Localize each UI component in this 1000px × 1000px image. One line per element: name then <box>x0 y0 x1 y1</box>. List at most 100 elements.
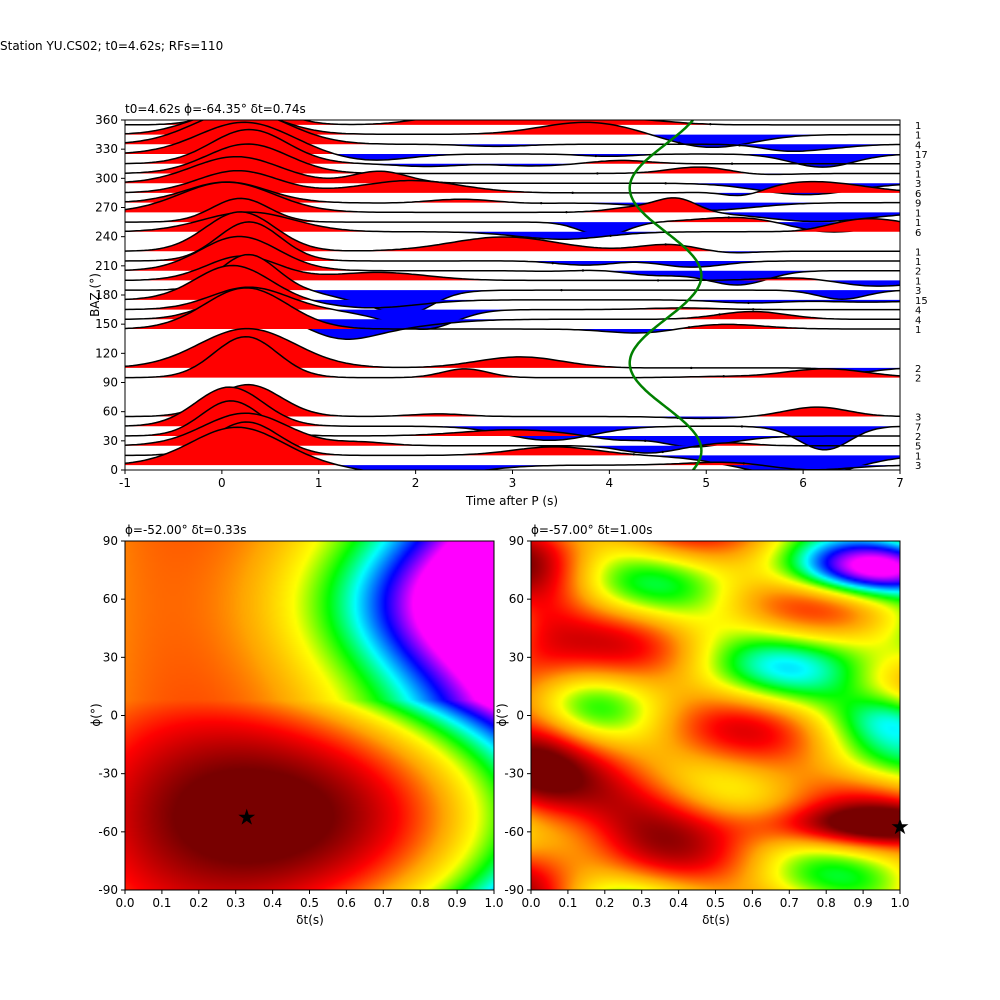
rf-positive-fill <box>125 120 900 145</box>
left-x-tick-label: 0.0 <box>115 896 134 910</box>
right-x-axis-label: δt(s) <box>702 913 730 927</box>
rf-trace-line <box>125 128 900 168</box>
rf-count-label: 3 <box>915 286 921 297</box>
right-x-tick-label: 0.2 <box>595 896 614 910</box>
right-y-tick-label: 90 <box>509 534 524 548</box>
left-y-tick-label: -30 <box>98 767 118 781</box>
rf-trace-line <box>125 253 900 316</box>
rf-count-label: 4 <box>915 306 921 317</box>
rf-count-label: 1 <box>915 257 921 268</box>
rf-count-label: 6 <box>915 228 921 239</box>
rf-negative-fill <box>125 270 900 285</box>
rf-traces-group <box>125 120 900 470</box>
rf-y-tick-label: 120 <box>95 346 118 360</box>
rf-x-tick-label: 0 <box>218 476 226 490</box>
rf-count-label: 1 <box>915 169 921 180</box>
right-y-tick-label: 60 <box>509 592 524 606</box>
rf-pick-marker <box>740 425 744 428</box>
rf-trace-line <box>125 121 900 168</box>
right-x-ticks: 0.0 0.1 0.2 0.3 0.4 0.5 0.6 0.7 0.8 0.9 1.0 <box>521 890 910 910</box>
left-x-tick-label: 0.8 <box>411 896 430 910</box>
rf-pick-marker <box>609 234 612 238</box>
right-best-fit-star: ★ <box>890 815 910 840</box>
rf-pick-marker <box>594 154 598 158</box>
left-best-fit-star: ★ <box>237 805 257 830</box>
rf-pick-marker <box>571 191 574 195</box>
rf-y-tick-label: 300 <box>95 171 118 185</box>
rf-negative-fill <box>125 455 900 470</box>
left-x-axis-label: δt(s) <box>296 913 324 927</box>
rf-count-label: 1 <box>915 218 921 229</box>
rf-y-tick-label: 150 <box>95 317 118 331</box>
rf-y-tick-label: 240 <box>95 230 118 244</box>
left-x-tick-label: 0.5 <box>300 896 319 910</box>
rf-pick-marker <box>643 439 647 443</box>
rf-y-tick-label: 60 <box>103 405 118 419</box>
rf-negative-fill <box>125 290 900 315</box>
rf-count-label: 6 <box>915 189 921 200</box>
left-x-ticks: 0.0 0.1 0.2 0.3 0.4 0.5 0.6 0.7 0.8 0.9 1.0 <box>115 890 504 910</box>
right-x-tick-label: 1.0 <box>890 896 909 910</box>
left-panel-title: ϕ=-52.00° δt=0.33s <box>125 523 247 537</box>
right-y-tick-label: -90 <box>504 883 524 897</box>
right-y-axis-label: ϕ(°) <box>495 703 509 726</box>
left-x-tick-label: 0.4 <box>263 896 282 910</box>
rf-x-tick-label: 1 <box>315 476 323 490</box>
rf-count-label: 17 <box>915 150 928 161</box>
rf-trace-line <box>125 211 900 254</box>
rf-trace-line <box>125 197 900 237</box>
rf-y-tick-label: 90 <box>103 376 118 390</box>
rf-trace-line <box>125 221 900 268</box>
rf-count-label: 1 <box>915 451 921 462</box>
rf-trace-line <box>125 421 900 470</box>
left-y-tick-label: 90 <box>103 534 118 548</box>
rf-trace-line <box>125 169 900 197</box>
rf-trace-line <box>125 143 900 176</box>
left-x-tick-label: 0.2 <box>189 896 208 910</box>
right-x-tick-label: 0.5 <box>706 896 725 910</box>
rf-pick-marker <box>539 201 543 205</box>
left-heatmap-canvas <box>125 541 494 890</box>
rf-sine-curve <box>628 120 703 470</box>
rf-y-axis-label: BAZ (°) <box>88 273 102 317</box>
right-x-tick-label: 0.1 <box>558 896 577 910</box>
left-x-tick-label: 1.0 <box>484 896 503 910</box>
rf-y-tick-label: 360 <box>95 113 118 127</box>
rf-count-label: 1 <box>915 247 921 258</box>
rf-pick-marker <box>596 172 599 175</box>
right-x-tick-label: 0.7 <box>780 896 799 910</box>
rf-positive-fill <box>125 120 900 125</box>
left-y-tick-label: 0 <box>110 709 118 723</box>
right-x-tick-label: 0.3 <box>632 896 651 910</box>
rf-pick-marker <box>709 122 712 126</box>
left-y-tick-label: -60 <box>98 825 118 839</box>
rf-count-label: 1 <box>915 276 921 287</box>
left-y-tick-label: -90 <box>98 883 118 897</box>
rf-y-tick-label: 30 <box>103 434 118 448</box>
rf-pick-marker <box>747 301 750 305</box>
rf-trace-line <box>125 264 900 309</box>
rf-positive-fill <box>125 328 900 368</box>
left-x-tick-label: 0.3 <box>226 896 245 910</box>
rf-pick-marker <box>661 450 664 454</box>
rf-negative-fill <box>125 222 900 236</box>
rf-count-label: 3 <box>915 160 921 171</box>
rf-pick-marker <box>560 288 563 292</box>
rf-pick-marker <box>632 453 636 456</box>
rf-pick-marker <box>565 210 568 214</box>
rf-count-label: 9 <box>915 199 921 210</box>
rf-panel-title: t0=4.62s ϕ=-64.35° δt=0.74s <box>125 102 306 116</box>
rf-negative-fill <box>125 154 900 168</box>
rf-positive-fill <box>125 427 900 466</box>
rf-traces-panel: t0=4.62s ϕ=-64.35° δt=0.74s -1 0 1 2 3 4 5 6 7 0… <box>88 102 928 508</box>
rf-y-ticks: 0 30 60 90 120 150 180 210 240 270 300 330 360 <box>95 113 125 477</box>
rf-y-tick-label: 0 <box>110 463 118 477</box>
rf-count-label: 15 <box>915 296 928 307</box>
right-y-tick-label: -60 <box>504 825 524 839</box>
rf-pick-marker <box>687 326 691 329</box>
rf-pick-marker <box>678 141 681 145</box>
left-y-ticks: -90 -60 -30 0 30 60 90 <box>98 534 125 897</box>
rf-count-label: 2 <box>915 364 921 375</box>
rf-trace-line <box>125 120 900 126</box>
